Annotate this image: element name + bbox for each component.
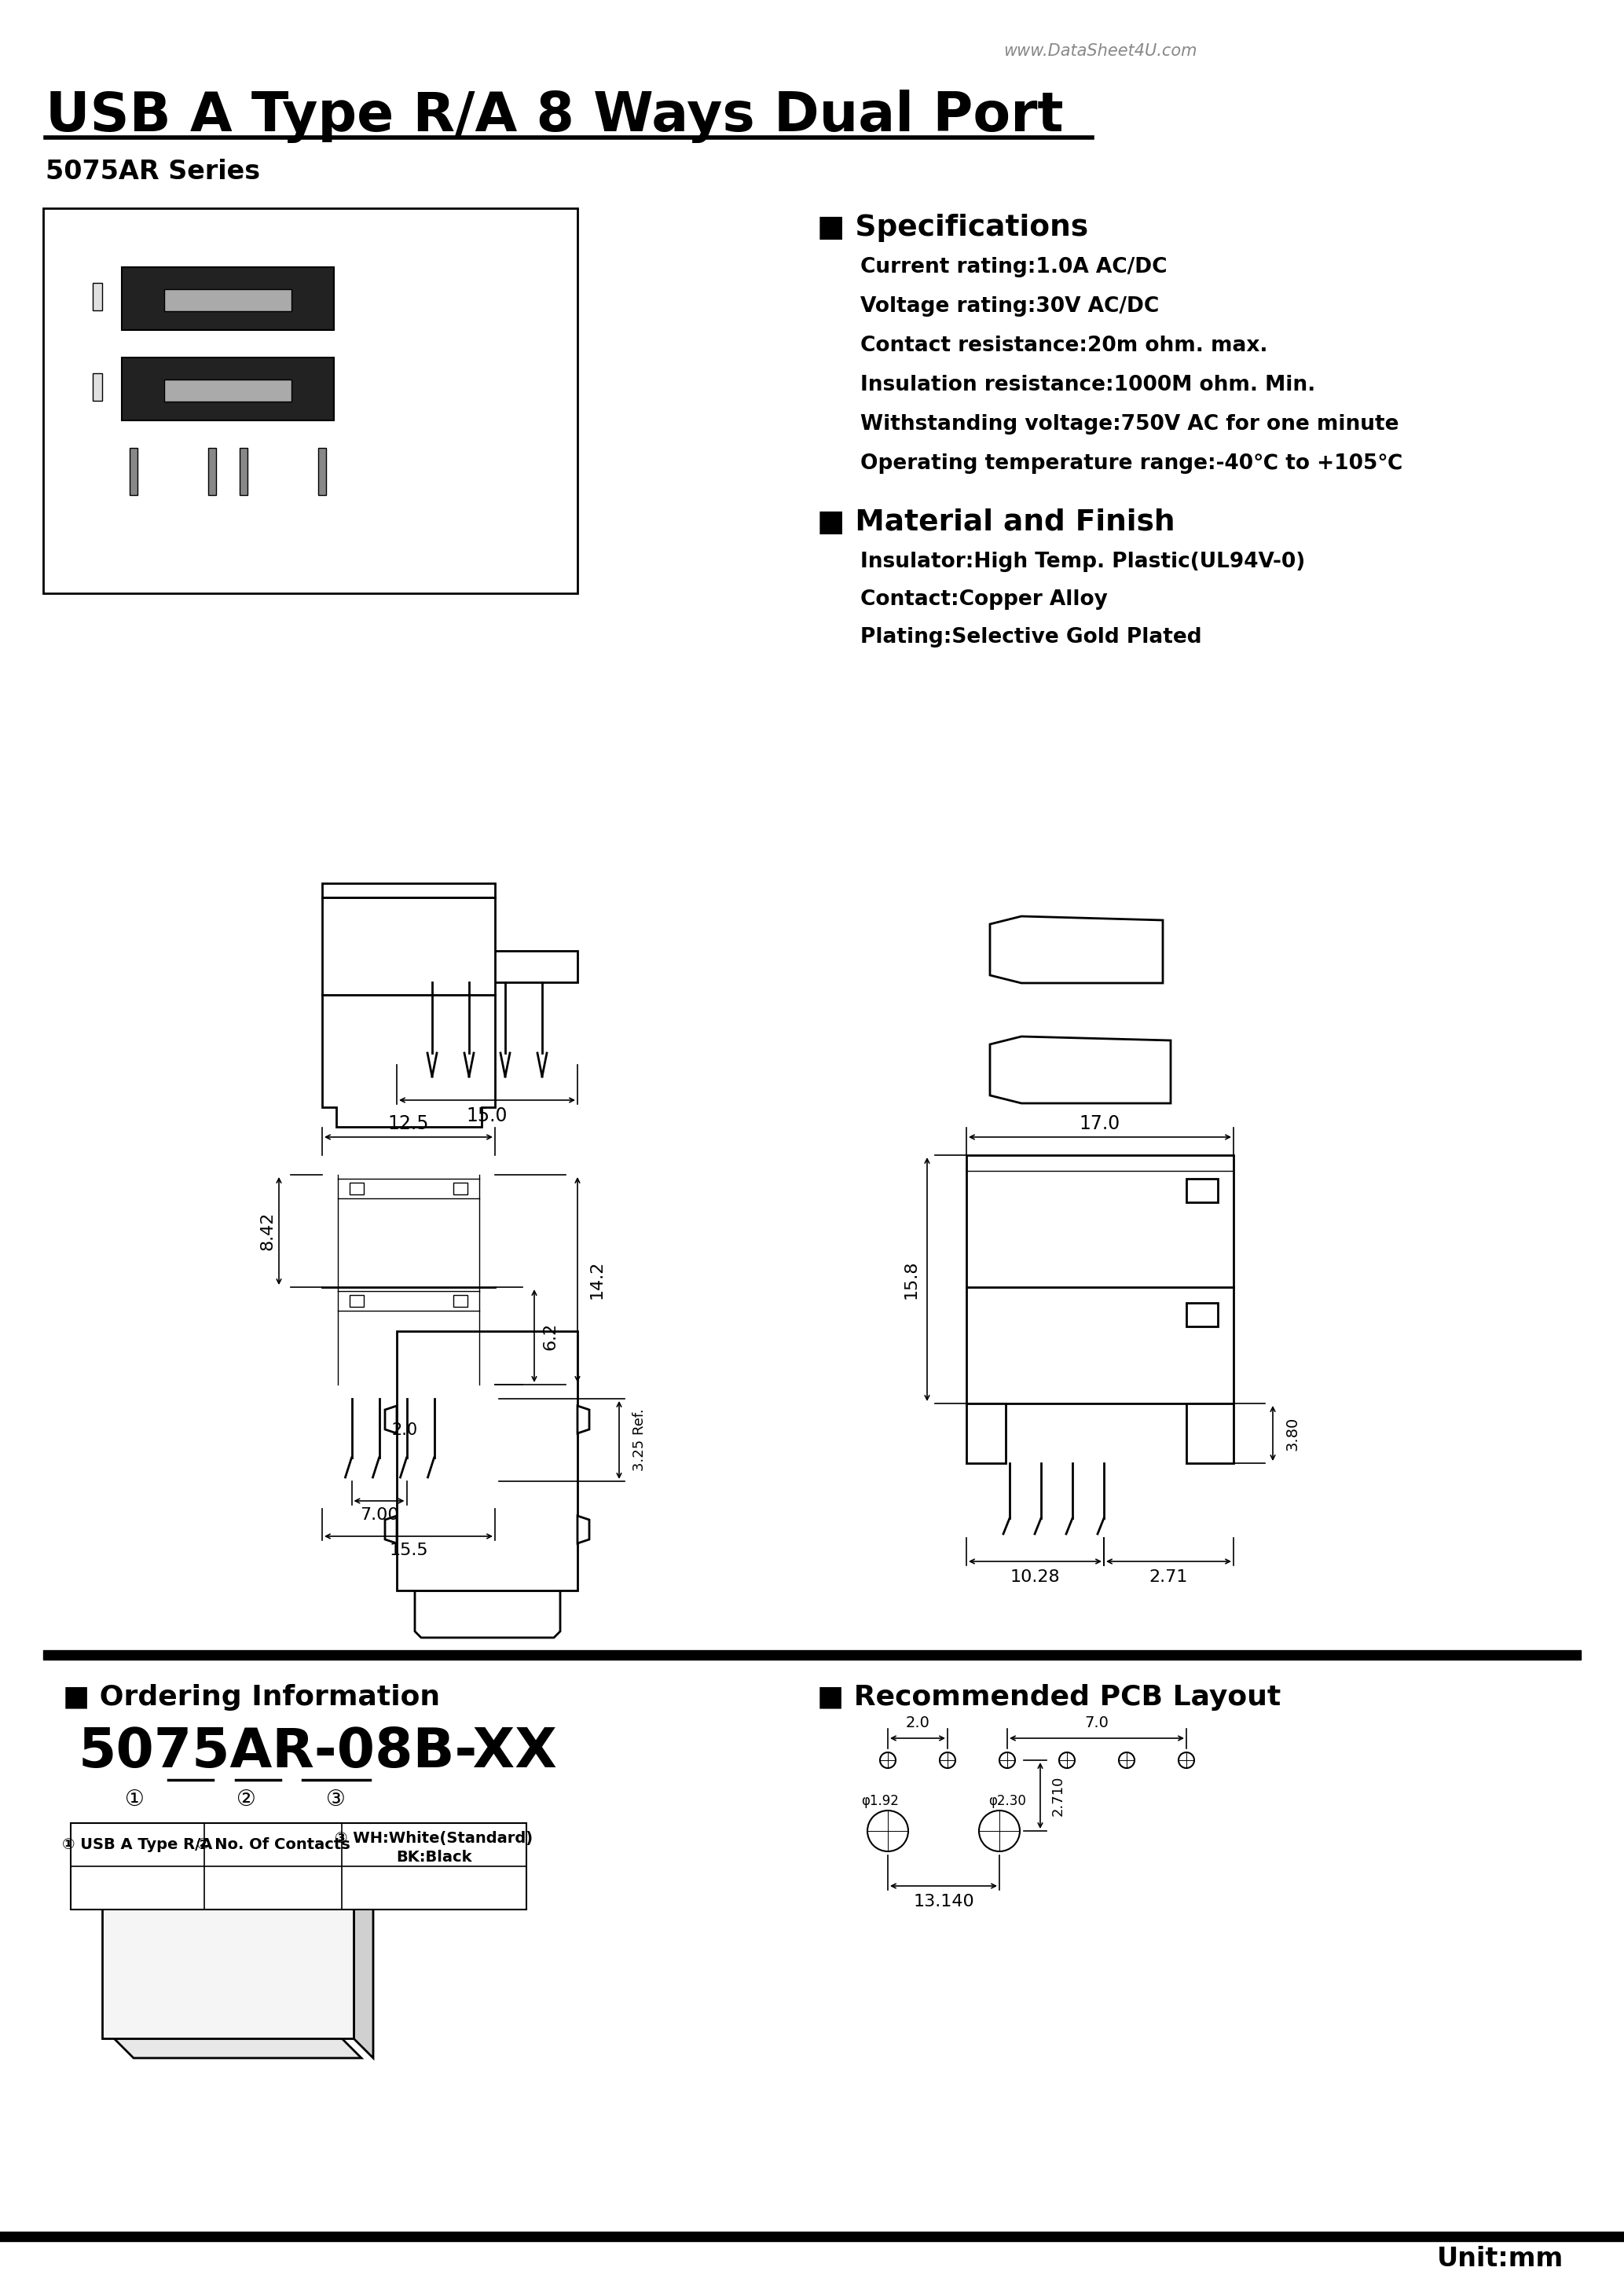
Bar: [349, 1294, 364, 1308]
Text: 2.0: 2.0: [391, 1422, 417, 1438]
Circle shape: [979, 1810, 1020, 1851]
Bar: [966, 1403, 1005, 1463]
Polygon shape: [102, 1835, 354, 2038]
Text: www.DataSheet4U.com: www.DataSheet4U.com: [1004, 43, 1197, 59]
Text: Insulation resistance:1000M ohm. Min.: Insulation resistance:1000M ohm. Min.: [861, 374, 1315, 395]
Bar: [93, 283, 102, 310]
Text: 7.0: 7.0: [1085, 1716, 1109, 1730]
Text: 8.42: 8.42: [260, 1212, 274, 1251]
Bar: [1187, 1303, 1218, 1326]
Polygon shape: [414, 1591, 560, 1638]
Bar: [164, 379, 291, 402]
Bar: [44, 208, 578, 593]
Circle shape: [1119, 1753, 1135, 1769]
Bar: [453, 1182, 468, 1193]
Circle shape: [1179, 1753, 1194, 1769]
Text: Withstanding voltage:750V AC for one minute: Withstanding voltage:750V AC for one min…: [861, 413, 1398, 434]
Circle shape: [940, 1753, 955, 1769]
Text: 3.80: 3.80: [1285, 1417, 1299, 1451]
Text: 12.5: 12.5: [388, 1114, 429, 1134]
Text: 15.5: 15.5: [390, 1543, 429, 1559]
Bar: [122, 267, 335, 331]
Text: 17.0: 17.0: [1080, 1114, 1121, 1134]
Bar: [240, 447, 247, 495]
Text: ② No. Of Contacts: ② No. Of Contacts: [197, 1837, 349, 1853]
Bar: [71, 1823, 526, 1910]
Text: ① USB A Type R/A: ① USB A Type R/A: [62, 1837, 213, 1853]
Text: ■ Specifications: ■ Specifications: [817, 215, 1088, 242]
Text: Unit:mm: Unit:mm: [1437, 2245, 1564, 2273]
Text: 2.710: 2.710: [1051, 1775, 1065, 1816]
Bar: [122, 358, 335, 420]
Text: Insulator:High Temp. Plastic(UL94V-0): Insulator:High Temp. Plastic(UL94V-0): [861, 552, 1306, 573]
Bar: [1187, 1180, 1218, 1203]
Circle shape: [880, 1753, 896, 1769]
Bar: [164, 290, 291, 310]
Text: Operating temperature range:-40℃ to +105℃: Operating temperature range:-40℃ to +105…: [861, 454, 1403, 475]
Bar: [208, 447, 216, 495]
Bar: [349, 1182, 364, 1193]
Text: 15.8: 15.8: [903, 1260, 919, 1298]
Polygon shape: [322, 883, 495, 897]
Text: ■ Recommended PCB Layout: ■ Recommended PCB Layout: [817, 1684, 1281, 1712]
Text: 10.28: 10.28: [1010, 1570, 1060, 1586]
Bar: [318, 447, 326, 495]
Text: 6.2: 6.2: [542, 1321, 557, 1349]
Text: BK:Black: BK:Black: [396, 1851, 473, 1864]
Text: 14.2: 14.2: [590, 1260, 606, 1298]
Polygon shape: [385, 1406, 396, 1433]
Text: φ2.30: φ2.30: [989, 1794, 1026, 1807]
Polygon shape: [991, 917, 1163, 984]
Bar: [130, 447, 138, 495]
Text: 13.140: 13.140: [913, 1894, 974, 1910]
Text: ②: ②: [237, 1789, 257, 1810]
Text: Plating:Selective Gold Plated: Plating:Selective Gold Plated: [861, 628, 1202, 648]
Circle shape: [999, 1753, 1015, 1769]
Bar: [396, 952, 578, 981]
Text: ③ WH:White(Standard): ③ WH:White(Standard): [335, 1830, 533, 1846]
Bar: [93, 374, 102, 402]
Text: 3.25 Ref.: 3.25 Ref.: [632, 1408, 646, 1472]
Polygon shape: [385, 1515, 396, 1543]
Circle shape: [867, 1810, 908, 1851]
Polygon shape: [322, 995, 495, 1127]
Polygon shape: [396, 1330, 578, 1591]
Polygon shape: [578, 1406, 590, 1433]
Text: 2.71: 2.71: [1150, 1570, 1189, 1586]
Bar: [966, 1155, 1234, 1403]
Text: 15.0: 15.0: [466, 1107, 508, 1125]
Polygon shape: [114, 2038, 362, 2058]
Text: Contact:Copper Alloy: Contact:Copper Alloy: [861, 589, 1108, 609]
Text: ■ Ordering Information: ■ Ordering Information: [63, 1684, 440, 1712]
Text: 5075AR-08B-XX: 5075AR-08B-XX: [78, 1725, 557, 1778]
Text: 5075AR Series: 5075AR Series: [45, 157, 260, 185]
Polygon shape: [578, 1515, 590, 1543]
Bar: [1187, 1403, 1234, 1463]
Text: φ1.92: φ1.92: [861, 1794, 898, 1807]
Text: USB A Type R/A 8 Ways Dual Port: USB A Type R/A 8 Ways Dual Port: [45, 89, 1064, 144]
Polygon shape: [322, 897, 495, 995]
Bar: [453, 1294, 468, 1308]
Text: 2.0: 2.0: [906, 1716, 931, 1730]
Polygon shape: [354, 1835, 374, 2058]
Text: ③: ③: [326, 1789, 346, 1810]
Polygon shape: [991, 1036, 1171, 1102]
Text: ①: ①: [125, 1789, 145, 1810]
Text: 7.00: 7.00: [359, 1506, 398, 1522]
Text: ■ Material and Finish: ■ Material and Finish: [817, 509, 1176, 536]
Circle shape: [1059, 1753, 1075, 1769]
Text: Voltage rating:30V AC/DC: Voltage rating:30V AC/DC: [861, 297, 1160, 317]
Text: Contact resistance:20m ohm. max.: Contact resistance:20m ohm. max.: [861, 335, 1268, 356]
Text: Current rating:1.0A AC/DC: Current rating:1.0A AC/DC: [861, 258, 1168, 278]
